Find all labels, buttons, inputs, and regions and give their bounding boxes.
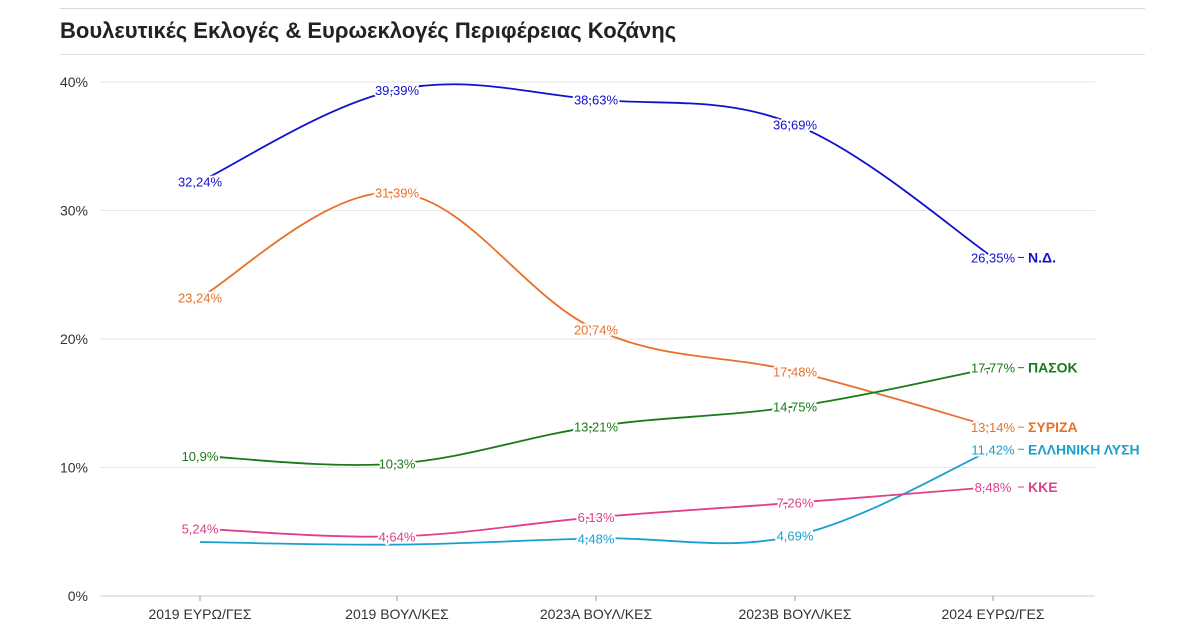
- data-label: 13,21%: [574, 419, 619, 434]
- y-axis: 0% 10% 20% 30% 40%: [60, 74, 88, 604]
- series-name-label: ΚΚΕ: [1028, 479, 1058, 495]
- y-tick-label: 40%: [60, 74, 88, 90]
- x-tick-label: 2023Α ΒΟΥΛ/ΚΕΣ: [540, 606, 653, 622]
- data-label: 4,48%: [578, 531, 615, 546]
- series-line-1: [199, 191, 994, 429]
- series-lines: [199, 83, 994, 546]
- data-label: 8,48%: [975, 480, 1012, 495]
- data-label: 36,69%: [773, 118, 818, 133]
- series-line-4: [199, 486, 994, 538]
- y-tick-label: 10%: [60, 460, 88, 476]
- data-label: 31,39%: [375, 186, 420, 201]
- data-label: 17,48%: [773, 364, 818, 379]
- x-tick-label: 2024 ΕΥΡΩ/ΓΕΣ: [941, 606, 1044, 622]
- data-label: 38,63%: [574, 93, 619, 108]
- data-label: 13,14%: [971, 420, 1016, 435]
- data-label: 6,13%: [578, 510, 615, 525]
- series-line-3: [199, 448, 994, 546]
- grid: [100, 81, 1095, 597]
- data-label: 14,75%: [773, 399, 818, 414]
- x-tick-label: 2019 ΕΥΡΩ/ΓΕΣ: [148, 606, 251, 622]
- data-label: 23,24%: [178, 290, 223, 305]
- series-line-0: [199, 83, 994, 259]
- y-tick-label: 30%: [60, 203, 88, 219]
- data-label: 4,69%: [777, 529, 814, 544]
- data-label: 11,42%: [971, 442, 1015, 457]
- data-label: 10,9%: [182, 449, 219, 464]
- series-line-2: [199, 366, 994, 466]
- series-name-label: ΠΑΣΟΚ: [1028, 360, 1078, 376]
- series-name-label: ΣΥΡΙΖΑ: [1028, 419, 1078, 435]
- x-axis: 2019 ΕΥΡΩ/ΓΕΣ 2019 ΒΟΥΛ/ΚΕΣ 2023Α ΒΟΥΛ/ΚΕΣ…: [148, 596, 1045, 622]
- series-name-label: Ν.Δ.: [1028, 249, 1056, 265]
- title-divider: [60, 54, 1145, 55]
- data-label: 20,74%: [574, 322, 619, 337]
- data-label: 32,24%: [178, 175, 223, 190]
- data-label: 17,77%: [971, 361, 1016, 376]
- y-tick-label: 20%: [60, 331, 88, 347]
- data-label: 26,35%: [971, 250, 1016, 265]
- data-label: 7,26%: [777, 496, 814, 511]
- data-label: 5,24%: [182, 522, 219, 537]
- x-tick-label: 2023Β ΒΟΥΛ/ΚΕΣ: [738, 606, 851, 622]
- y-tick-label: 0%: [68, 588, 88, 604]
- chart-title: Βουλευτικές Εκλογές & Ευρωεκλογές Περιφέ…: [60, 18, 677, 43]
- data-label: 10,3%: [379, 457, 416, 472]
- data-labels: 32,24% 39,39% 38,63% 36,69% 26,35% Ν.Δ. 23,24%…: [176, 81, 1140, 549]
- top-divider: [60, 8, 1145, 9]
- series-name-label: ΕΛΛΗΝΙΚΗ ΛΥΣΗ: [1028, 441, 1140, 457]
- data-label: 4,64%: [379, 529, 416, 544]
- data-label: 39,39%: [375, 83, 420, 98]
- x-tick-label: 2019 ΒΟΥΛ/ΚΕΣ: [345, 606, 449, 622]
